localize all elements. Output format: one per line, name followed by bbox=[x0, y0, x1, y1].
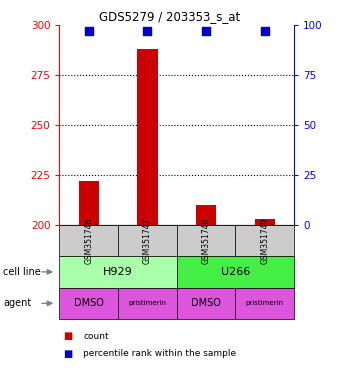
Text: H929: H929 bbox=[103, 267, 133, 277]
Text: pristimerin: pristimerin bbox=[129, 300, 167, 306]
Point bbox=[203, 28, 209, 34]
Bar bbox=[177, 256, 294, 288]
Text: agent: agent bbox=[3, 298, 32, 308]
Text: pristimerin: pristimerin bbox=[246, 300, 284, 306]
Bar bbox=[59, 256, 177, 288]
Text: GDS5279 / 203353_s_at: GDS5279 / 203353_s_at bbox=[99, 10, 241, 23]
Bar bbox=[118, 225, 177, 256]
Text: GSM351748: GSM351748 bbox=[202, 217, 210, 263]
Bar bbox=[235, 288, 294, 319]
Bar bbox=[59, 288, 118, 319]
Bar bbox=[235, 225, 294, 256]
Text: ■: ■ bbox=[63, 331, 72, 341]
Bar bbox=[255, 218, 275, 225]
Point bbox=[262, 28, 268, 34]
Point bbox=[86, 28, 91, 34]
Text: GSM351747: GSM351747 bbox=[143, 217, 152, 263]
Text: count: count bbox=[83, 332, 109, 341]
Bar bbox=[79, 181, 99, 225]
Text: ■: ■ bbox=[63, 349, 72, 359]
Bar bbox=[177, 288, 235, 319]
Text: GSM351746: GSM351746 bbox=[84, 217, 93, 263]
Bar bbox=[118, 288, 177, 319]
Bar bbox=[59, 225, 118, 256]
Text: DMSO: DMSO bbox=[74, 298, 104, 308]
Bar bbox=[196, 205, 216, 225]
Text: percentile rank within the sample: percentile rank within the sample bbox=[83, 349, 236, 358]
Text: GSM351749: GSM351749 bbox=[260, 217, 269, 263]
Point bbox=[145, 28, 150, 34]
Bar bbox=[177, 225, 235, 256]
Text: U266: U266 bbox=[221, 267, 250, 277]
Text: cell line: cell line bbox=[3, 267, 41, 277]
Text: DMSO: DMSO bbox=[191, 298, 221, 308]
Bar bbox=[137, 49, 158, 225]
